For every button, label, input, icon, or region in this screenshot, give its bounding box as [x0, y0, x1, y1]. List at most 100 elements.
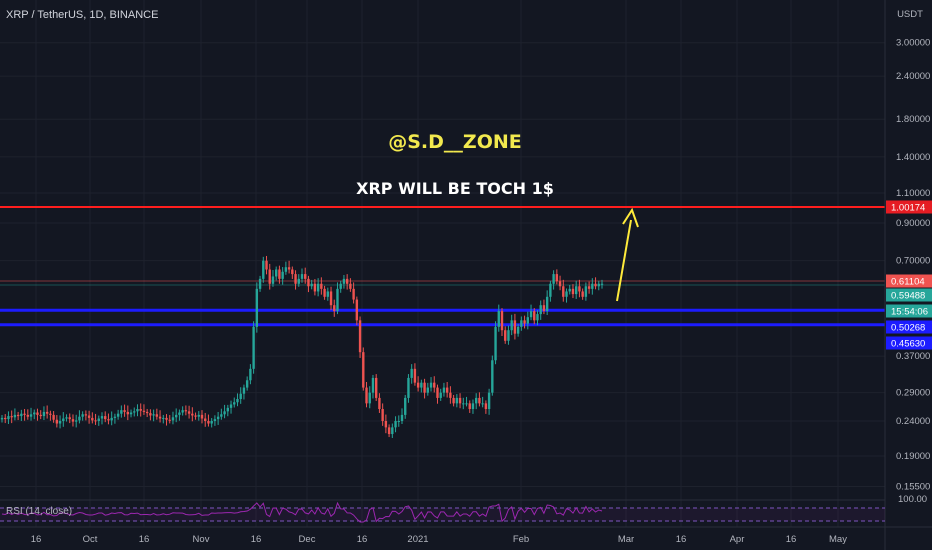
- candle-body: [126, 411, 130, 415]
- price-tag[interactable]: [886, 304, 932, 318]
- candle-body: [171, 417, 175, 421]
- candle-body: [284, 267, 288, 272]
- candle-body: [458, 397, 462, 404]
- price-tag[interactable]: [886, 336, 932, 350]
- candle-body: [200, 414, 204, 419]
- headline-text[interactable]: XRP WILL BE TOCH 1$: [356, 179, 554, 198]
- candle-body: [100, 416, 104, 419]
- horizontal-levels[interactable]: [0, 206, 885, 327]
- candle-body: [71, 419, 75, 422]
- candle-body: [236, 398, 239, 403]
- price-axis[interactable]: USDT 3.00000 2.40000 1.80000 1.40000 1.10000…: [884, 0, 932, 550]
- candle-body: [407, 377, 410, 398]
- x-tick-label: 16: [31, 534, 42, 545]
- up-arrow[interactable]: [616, 207, 639, 302]
- candle-body: [374, 377, 378, 398]
- candle-body: [578, 286, 581, 292]
- candle-body: [91, 417, 94, 421]
- candle-body: [268, 269, 271, 284]
- y-tick-label: 0.29000: [896, 388, 930, 399]
- candle-body: [107, 419, 110, 421]
- candle-body: [455, 397, 459, 404]
- candle-body: [26, 414, 30, 417]
- arrow-head: [622, 207, 639, 228]
- candle-body: [197, 414, 200, 417]
- candle-body: [462, 403, 465, 405]
- price-tag[interactable]: [886, 320, 932, 334]
- candle-body: [10, 416, 13, 418]
- candle-body: [33, 412, 36, 415]
- candle-body: [216, 416, 220, 420]
- candle-body: [278, 269, 281, 279]
- y-tick-label: 0.15500: [896, 481, 930, 492]
- y-tick-label: 0.70000: [896, 256, 930, 267]
- candle-body: [223, 411, 226, 415]
- candle-body: [587, 286, 591, 289]
- candle-body: [481, 403, 484, 405]
- candle-body: [49, 413, 52, 415]
- price-tag[interactable]: [886, 288, 932, 302]
- candle-body: [533, 311, 536, 321]
- candle-body: [16, 414, 20, 417]
- candle-body: [168, 419, 171, 421]
- candle-body: [194, 415, 197, 417]
- candle-body: [113, 416, 117, 418]
- x-tick-label: Nov: [193, 534, 210, 545]
- candle-body: [181, 410, 184, 413]
- candle-body: [297, 278, 300, 284]
- candle-body: [468, 403, 471, 410]
- candle-body: [39, 414, 42, 417]
- candle-body: [84, 414, 88, 416]
- x-tick-label: Feb: [513, 534, 529, 545]
- candle-body: [394, 421, 397, 428]
- candle-body: [358, 320, 362, 353]
- candle-body: [384, 421, 388, 428]
- candle-body: [339, 283, 342, 289]
- price-tag-label: 0.45630: [891, 339, 925, 350]
- candle-body: [165, 417, 168, 420]
- candle-body: [29, 414, 33, 417]
- candle-body: [7, 416, 10, 420]
- candle-body: [410, 368, 413, 378]
- rsi-line: [1, 501, 603, 523]
- candle-body: [4, 417, 7, 420]
- candle-body: [120, 410, 123, 414]
- candle-body: [213, 419, 217, 421]
- y-tick-label: 3.00000: [896, 38, 930, 49]
- price-tag[interactable]: [886, 200, 932, 214]
- x-tick-label: 16: [676, 534, 687, 545]
- candle-body: [116, 413, 120, 417]
- candle-body: [78, 416, 81, 421]
- candle-body: [310, 283, 313, 287]
- candle-body: [413, 368, 417, 383]
- handle-text[interactable]: @S.D__ZONE: [388, 131, 521, 153]
- candle-body: [42, 411, 46, 417]
- candle-body: [449, 392, 452, 398]
- candle-body: [252, 326, 255, 369]
- candle-body: [155, 414, 159, 417]
- candle-body: [420, 382, 423, 388]
- time-axis[interactable]: 16 Oct 16 Nov 16 Dec 16 2021 Feb Mar 16 Apr 16 May: [0, 526, 932, 545]
- candle-body: [371, 377, 375, 393]
- candle-body: [65, 417, 68, 419]
- candle-body: [381, 409, 384, 421]
- candle-body: [162, 417, 165, 419]
- candle-body: [129, 412, 133, 415]
- price-tag[interactable]: [886, 274, 932, 288]
- candle-body: [552, 274, 555, 284]
- candle-body: [452, 397, 455, 404]
- candle-body: [87, 415, 91, 418]
- y-tick-label: 1.10000: [896, 188, 930, 199]
- candle-body: [471, 403, 475, 410]
- candle-body: [300, 274, 304, 279]
- candle-body: [271, 276, 275, 284]
- candle-body: [474, 397, 478, 404]
- candle-body: [104, 416, 107, 420]
- candle-body: [20, 413, 23, 417]
- candle-body: [220, 414, 223, 417]
- candle-body: [513, 320, 517, 334]
- candle-body: [316, 283, 320, 292]
- candle-body: [233, 402, 236, 405]
- candle-body: [504, 330, 507, 341]
